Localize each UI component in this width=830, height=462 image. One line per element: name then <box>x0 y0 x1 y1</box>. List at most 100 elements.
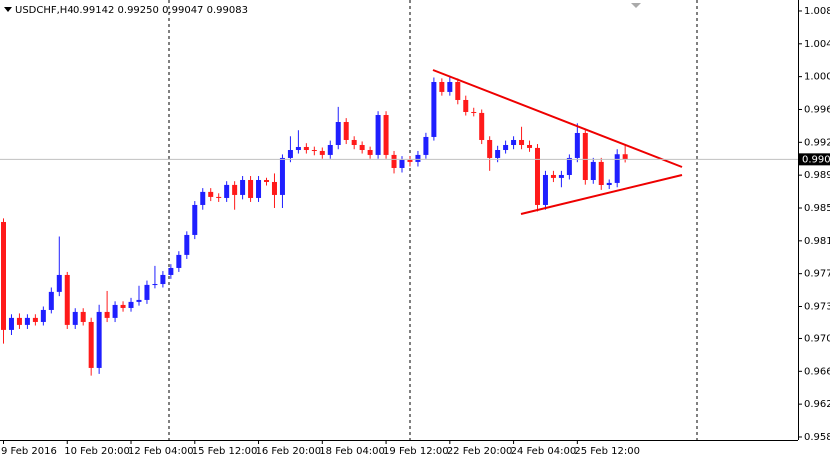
x-tick-label: 25 Feb 12:00 <box>574 446 640 457</box>
price-label: 0.9908 <box>802 154 830 165</box>
candle-body <box>327 144 333 155</box>
candle-body <box>40 309 46 322</box>
candle-body <box>614 154 620 183</box>
candle-body <box>80 311 86 322</box>
candle-body <box>463 99 469 112</box>
candle-body <box>24 317 30 325</box>
trend-line <box>432 69 683 168</box>
candle-body <box>311 150 317 152</box>
candle-body <box>88 321 94 368</box>
candle-body <box>383 115 389 155</box>
candle-body <box>232 184 238 195</box>
candle-body <box>391 154 397 168</box>
price-label-box <box>799 153 830 166</box>
candle-body <box>192 204 198 235</box>
candle-body <box>359 144 365 151</box>
candles <box>1 75 628 376</box>
ohlc-quote: 0.99142 0.99250 0.99047 0.99083 <box>73 5 248 16</box>
x-tick-label: 19 Feb 12:00 <box>383 446 449 457</box>
candle-body <box>96 311 102 368</box>
candle-body <box>120 304 126 308</box>
x-tick-label: 9 Feb 2016 <box>1 446 57 457</box>
candle-body <box>534 147 540 205</box>
x-tick-label: 18 Feb 04:00 <box>319 446 385 457</box>
candle-body <box>144 284 150 300</box>
candle-body <box>136 299 142 302</box>
candle-body <box>176 254 182 268</box>
y-tick-label: 1.0004 <box>804 72 830 83</box>
candle-body <box>495 150 501 158</box>
candle-body <box>375 115 381 155</box>
candle-body <box>606 182 612 186</box>
candle-body <box>351 139 357 145</box>
candle-body <box>566 157 572 175</box>
scroll-indicator <box>631 3 641 8</box>
candle-body <box>503 144 509 151</box>
y-tick-label: 0.9852 <box>804 203 830 214</box>
menu-triangle[interactable] <box>4 7 12 12</box>
candle-body <box>104 311 110 318</box>
y-tick-label: 1.0042 <box>804 39 830 50</box>
y-tick-label: 0.9625 <box>804 399 830 410</box>
candle-body <box>423 136 429 155</box>
candle-body <box>271 181 277 195</box>
candle-body <box>367 150 373 155</box>
candle-body <box>431 82 437 137</box>
chart-title: USDCHF,H4 <box>15 5 74 16</box>
candle-body <box>622 154 628 160</box>
candle-body <box>558 174 564 178</box>
candle-body <box>335 122 341 145</box>
candle-body <box>32 317 38 322</box>
candle-body <box>303 146 309 151</box>
candle-body <box>479 112 485 140</box>
candle-body <box>184 234 190 255</box>
candle-body <box>128 301 134 308</box>
candle-body <box>287 150 293 158</box>
y-tick-label: 1.0080 <box>804 6 830 17</box>
candle-body <box>16 317 22 325</box>
candle-body <box>527 144 533 148</box>
candle-body <box>407 159 413 162</box>
y-tick-label: 0.9663 <box>804 366 830 377</box>
candle-body <box>208 191 214 197</box>
candle-body <box>295 146 301 151</box>
x-tick-label: 12 Feb 04:00 <box>128 446 194 457</box>
trend-line <box>520 174 683 215</box>
candle-body <box>598 161 604 186</box>
y-tick-label: 0.9738 <box>804 301 830 312</box>
candle-body <box>415 154 421 162</box>
candle-body <box>487 139 493 158</box>
candle-body <box>224 184 230 198</box>
candle-body <box>112 304 118 318</box>
x-tick-label: 10 Feb 20:00 <box>64 446 130 457</box>
candle-body <box>200 191 206 205</box>
candle-body <box>152 284 158 286</box>
x-tick-label: 16 Feb 20:00 <box>256 446 322 457</box>
candle-body <box>1 221 6 330</box>
candle-body <box>216 196 222 198</box>
candle-body <box>511 139 517 145</box>
y-tick-label: 0.9776 <box>804 269 830 280</box>
candle-body <box>256 179 262 198</box>
candle-body <box>168 267 174 275</box>
candle-body <box>264 179 270 182</box>
candle-body <box>279 157 285 195</box>
candle-body <box>64 274 70 325</box>
x-tick-label: 22 Feb 20:00 <box>447 446 513 457</box>
candle-body <box>399 159 405 168</box>
candle-body <box>48 291 54 310</box>
candle-body <box>240 179 246 195</box>
x-tick-label: 15 Feb 12:00 <box>192 446 258 457</box>
candle-body <box>447 82 453 92</box>
candle-body <box>8 317 14 330</box>
candle-body <box>72 311 78 325</box>
candle-body <box>550 174 556 178</box>
candle-body <box>590 161 596 180</box>
y-tick-label: 0.9966 <box>804 104 830 115</box>
x-tick-label: 24 Feb 04:00 <box>511 446 577 457</box>
candle-body <box>160 274 166 285</box>
candle-body <box>582 132 588 180</box>
